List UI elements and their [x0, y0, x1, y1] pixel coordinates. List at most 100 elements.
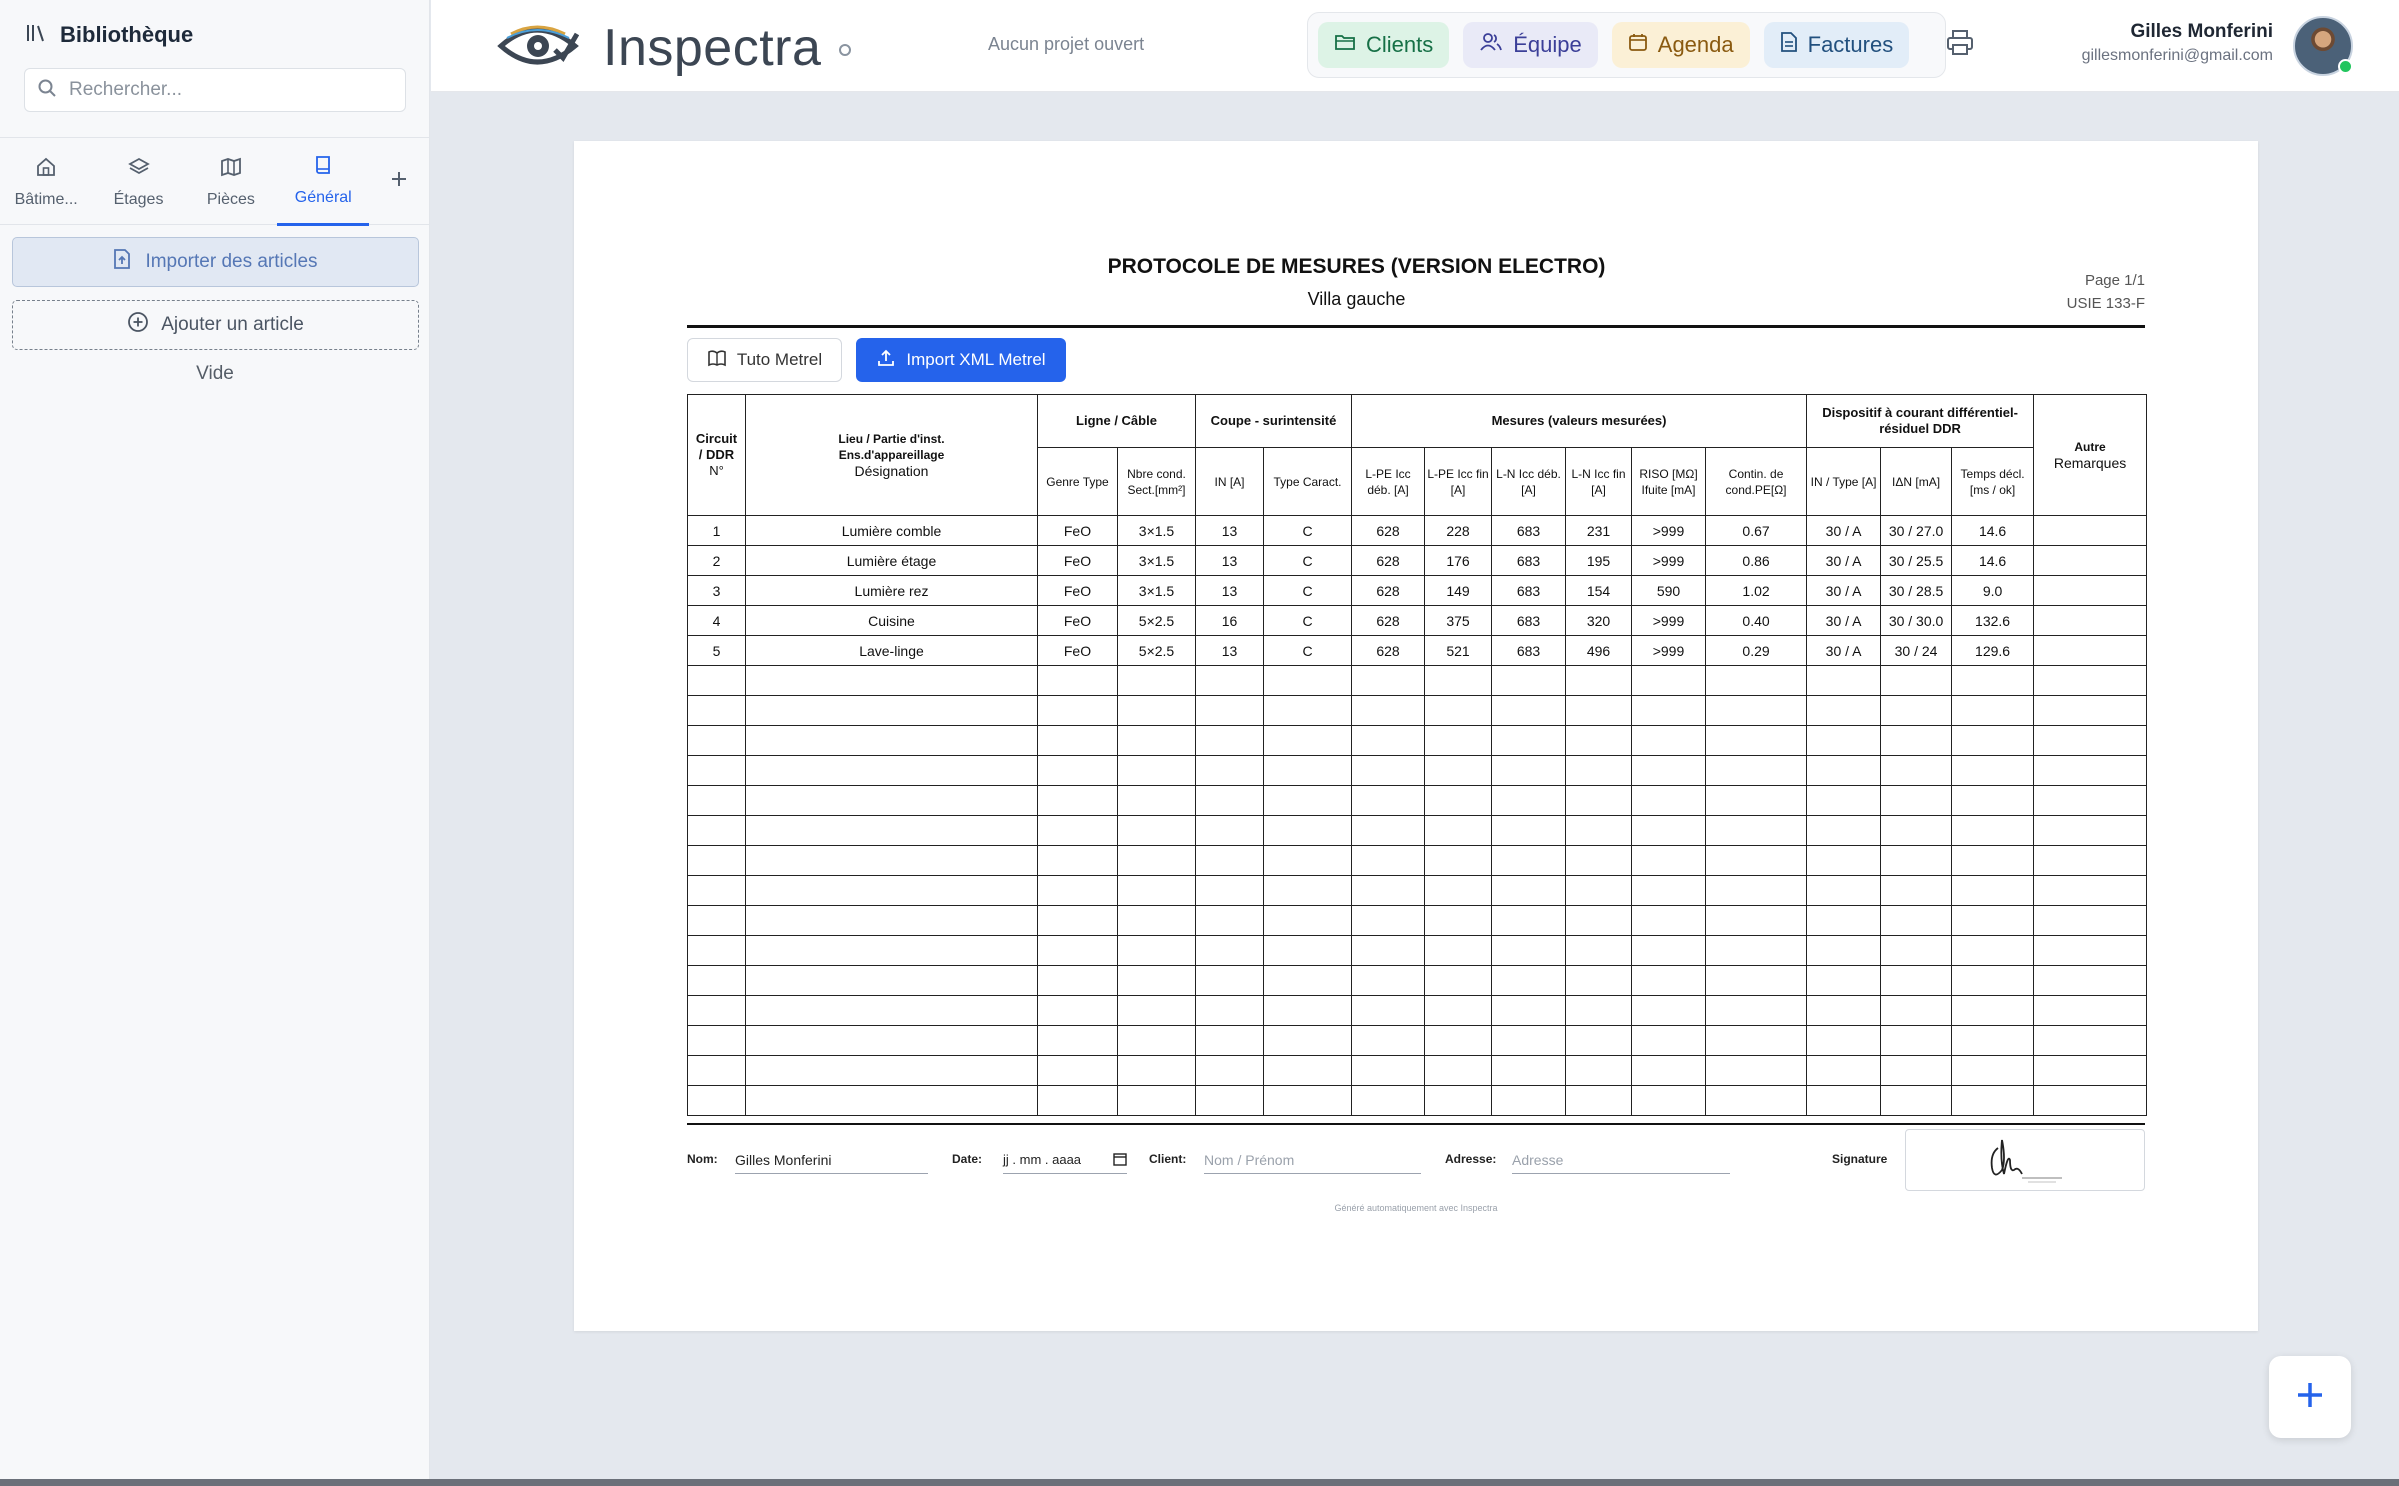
table-cell[interactable] [687, 935, 746, 966]
table-cell[interactable]: 176 [1424, 545, 1492, 576]
search-box[interactable] [24, 68, 406, 112]
empty-row[interactable] [687, 695, 2148, 726]
table-cell[interactable] [1037, 725, 1118, 756]
table-cell[interactable] [1195, 995, 1264, 1026]
table-cell[interactable] [1565, 1085, 1632, 1116]
table-cell[interactable] [1491, 995, 1566, 1026]
table-cell[interactable]: 30 / A [1806, 605, 1882, 636]
table-cell[interactable] [1491, 905, 1566, 936]
table-cell[interactable]: 13 [1195, 575, 1264, 606]
table-cell[interactable] [1704, 905, 1808, 936]
table-cell[interactable] [1263, 1055, 1352, 1086]
table-cell[interactable] [1806, 845, 1882, 876]
table-cell[interactable] [1117, 785, 1196, 816]
table-cell[interactable]: 3 [687, 575, 746, 606]
table-cell[interactable] [1565, 695, 1632, 726]
table-cell[interactable] [1037, 815, 1118, 846]
table-cell[interactable] [1880, 695, 1953, 726]
nav-agenda[interactable]: Agenda [1611, 22, 1750, 68]
table-cell[interactable] [1351, 665, 1425, 696]
table-cell[interactable]: 0.29 [1704, 635, 1808, 666]
table-cell[interactable] [1806, 665, 1882, 696]
table-cell[interactable] [1631, 1085, 1706, 1116]
table-cell[interactable] [1704, 665, 1808, 696]
table-cell[interactable] [1565, 875, 1632, 906]
table-cell[interactable] [1037, 845, 1118, 876]
table-cell[interactable]: >999 [1631, 545, 1706, 576]
table-cell[interactable] [2033, 815, 2148, 846]
table-cell[interactable] [1880, 995, 1953, 1026]
table-cell[interactable] [1951, 995, 2035, 1026]
table-cell[interactable] [1880, 1025, 1953, 1056]
table-cell[interactable] [1195, 1025, 1264, 1056]
signature-box[interactable] [1905, 1129, 2145, 1191]
name-field[interactable]: Gilles Monferini [735, 1146, 928, 1174]
table-cell[interactable] [1351, 875, 1425, 906]
table-cell[interactable] [1263, 965, 1352, 996]
table-cell[interactable] [1117, 695, 1196, 726]
table-cell[interactable] [1951, 785, 2035, 816]
table-cell[interactable]: 195 [1565, 545, 1632, 576]
table-cell[interactable] [745, 665, 1038, 696]
table-cell[interactable] [687, 725, 746, 756]
table-cell[interactable] [1880, 845, 1953, 876]
table-cell[interactable]: 683 [1491, 635, 1566, 666]
tab-etages[interactable]: Étages [92, 138, 184, 226]
table-cell[interactable] [1951, 695, 2035, 726]
table-cell[interactable] [687, 1055, 746, 1086]
table-cell[interactable] [1565, 995, 1632, 1026]
table-cell[interactable] [745, 935, 1038, 966]
table-cell[interactable] [1565, 935, 1632, 966]
table-cell[interactable] [1424, 785, 1492, 816]
add-tab-button[interactable] [369, 138, 429, 224]
table-row[interactable]: 2 Lumière étage FeO 3×1.5 13 C 628 176 683 195 >99… [687, 545, 2148, 576]
nav-equipe[interactable]: Équipe [1463, 22, 1598, 68]
add-article-button[interactable]: Ajouter un article [12, 300, 419, 350]
table-cell[interactable] [1704, 755, 1808, 786]
table-cell[interactable] [1880, 905, 1953, 936]
empty-row[interactable] [687, 875, 2148, 906]
table-cell[interactable] [1806, 905, 1882, 936]
table-cell[interactable] [687, 755, 746, 786]
table-cell[interactable] [1117, 935, 1196, 966]
table-cell[interactable] [1351, 1085, 1425, 1116]
table-cell[interactable] [1565, 815, 1632, 846]
table-cell[interactable]: 628 [1351, 575, 1425, 606]
table-cell[interactable]: 1.02 [1704, 575, 1808, 606]
table-cell[interactable] [687, 785, 746, 816]
table-cell[interactable]: 683 [1491, 605, 1566, 636]
table-cell[interactable] [1631, 935, 1706, 966]
table-cell[interactable] [1565, 755, 1632, 786]
table-cell[interactable]: 30 / 27.0 [1880, 515, 1953, 546]
table-cell[interactable] [1631, 1025, 1706, 1056]
table-cell[interactable]: C [1263, 515, 1352, 546]
table-cell[interactable] [1424, 875, 1492, 906]
table-cell[interactable] [1117, 1025, 1196, 1056]
table-cell[interactable]: 683 [1491, 575, 1566, 606]
table-cell[interactable] [1880, 725, 1953, 756]
table-cell[interactable] [1195, 725, 1264, 756]
import-articles-button[interactable]: Importer des articles [12, 237, 419, 287]
table-cell[interactable] [1491, 965, 1566, 996]
add-fab-button[interactable] [2269, 1356, 2351, 1438]
table-cell[interactable] [1351, 1055, 1425, 1086]
table-cell[interactable] [1951, 965, 2035, 996]
table-cell[interactable] [1424, 1055, 1492, 1086]
table-cell[interactable] [1704, 815, 1808, 846]
table-cell[interactable] [1704, 1025, 1808, 1056]
avatar[interactable] [2293, 16, 2353, 76]
table-cell[interactable] [1491, 665, 1566, 696]
empty-row[interactable] [687, 1055, 2148, 1086]
table-cell[interactable] [1351, 725, 1425, 756]
table-cell[interactable] [745, 785, 1038, 816]
table-cell[interactable] [1880, 785, 1953, 816]
empty-row[interactable] [687, 785, 2148, 816]
table-cell[interactable] [1424, 935, 1492, 966]
table-cell[interactable] [1037, 905, 1118, 936]
table-cell[interactable] [1037, 755, 1118, 786]
table-cell[interactable] [1263, 665, 1352, 696]
table-row[interactable]: 5 Lave-linge FeO 5×2.5 13 C 628 521 683 496 >999 0.… [687, 635, 2148, 666]
table-cell[interactable] [1704, 1055, 1808, 1086]
table-cell[interactable] [2033, 845, 2148, 876]
table-cell[interactable]: Lumière rez [745, 575, 1038, 606]
